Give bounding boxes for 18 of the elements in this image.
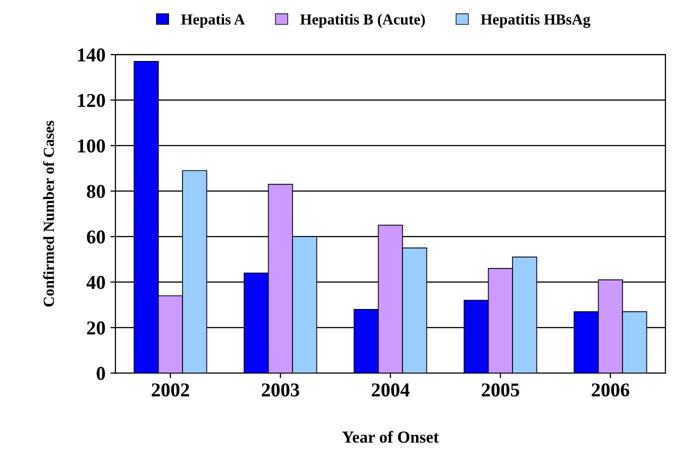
y-tick-label: 20 [87,321,105,335]
y-tick-label: 0 [96,366,105,380]
x-tick-label: 2003 [262,383,300,397]
y-tick-label: 120 [78,94,105,108]
legend-label: Hepatitis HBsAg [480,14,590,28]
x-tick-label: 2002 [152,383,190,397]
y-tick-label: 80 [86,184,105,198]
legend-label: Hepatitis B (Acute) [300,14,425,28]
y-axis-title: Confirmed Number of Cases [43,120,54,307]
x-tick-label: 2005 [482,383,520,397]
x-tick-label: 2006 [592,383,630,397]
x-tick-label: 2004 [372,383,410,397]
y-tick-label: 140 [78,48,105,62]
x-axis-title: Year of Onset [342,430,439,443]
y-tick-label: 60 [86,230,105,244]
legend-label: Hepatis A [181,14,245,28]
y-tick-label: 100 [78,139,105,153]
y-tick-label: 40 [86,276,105,290]
